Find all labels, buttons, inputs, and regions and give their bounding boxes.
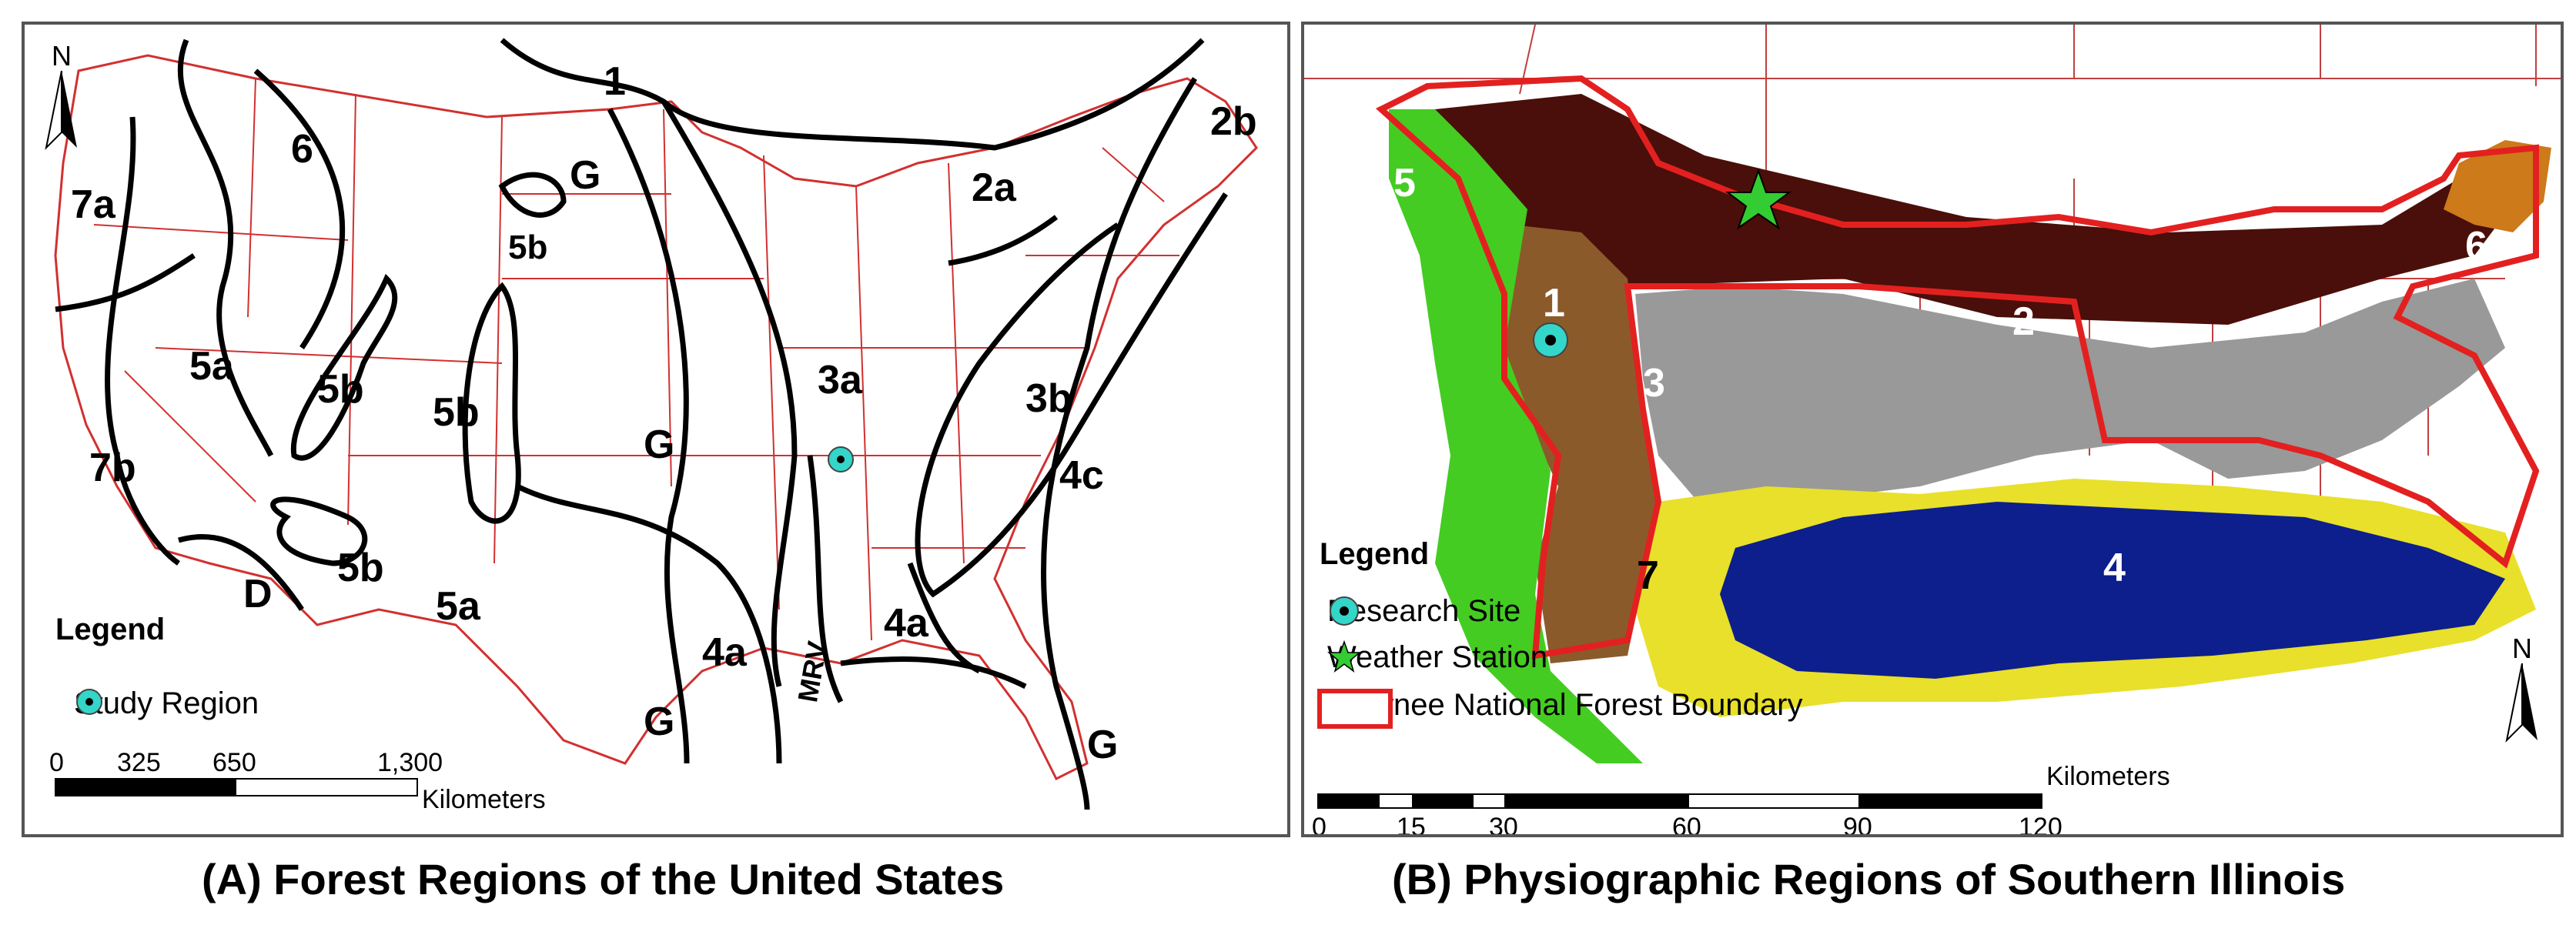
scale-tick: 325	[117, 748, 161, 777]
region-label: G	[644, 422, 675, 467]
us-outline	[54, 54, 1258, 781]
state-boundaries	[93, 78, 1179, 641]
region-label: 1	[604, 59, 626, 104]
region-label: 4c	[1059, 453, 1104, 498]
region-label: 6	[2465, 224, 2487, 269]
region-6	[2444, 140, 2551, 232]
region-label: D	[243, 572, 273, 616]
star-icon	[1327, 640, 1361, 673]
legend-item-label: Study Region	[74, 686, 259, 720]
region-2	[1435, 94, 2536, 325]
us-map-graphic	[54, 38, 1258, 810]
scale-unit: Kilometers	[422, 785, 546, 814]
caption-panel-a: (A) Forest Regions of the United States	[202, 855, 1005, 903]
legend-item-research-site: Research Site	[1327, 594, 1521, 629]
scale-tick: Kilometers	[2046, 762, 2170, 791]
region-label: 5b	[508, 229, 548, 266]
region-label: G	[1087, 723, 1119, 767]
north-arrow-icon: N	[2499, 633, 2545, 743]
region-5	[1389, 109, 1643, 763]
region-label: 2a	[972, 165, 1016, 210]
region-label: 5b	[317, 367, 364, 412]
region-label: 2b	[1210, 99, 1257, 144]
legend-title: Legend	[1320, 537, 1430, 571]
legend-item-forest-boundary: Shawnee National Forest Boundary	[1316, 688, 1803, 729]
physiographic-regions-map: 5 1 2 3 6 7 4 Legend Research Site Weath…	[1301, 22, 2564, 837]
region-label: 5a	[436, 584, 480, 629]
forest-regions-map: N 1 6 G 7a 2b 2a 5b 5a 5b 5b G 3a 3b 7b …	[22, 22, 1290, 837]
north-arrow-icon: N	[38, 40, 85, 151]
region-label: 7b	[89, 446, 136, 490]
region-label: 4	[2103, 546, 2126, 590]
scale-tick: 120	[2019, 813, 2062, 837]
region-label: 6	[291, 127, 313, 172]
study-region-marker-map	[828, 446, 854, 473]
legend-item-label: Weather Station	[1327, 640, 1548, 674]
region-label: 3a	[818, 358, 862, 402]
region-label: 4a	[884, 601, 928, 646]
illinois-map-graphic	[1304, 25, 2561, 809]
scale-tick: 15	[1397, 813, 1426, 837]
scale-tick: 90	[1843, 813, 1872, 837]
study-region-icon	[76, 689, 102, 715]
region-label: 7a	[71, 182, 115, 227]
region-label: 1	[1543, 281, 1565, 326]
legend-title: Legend	[55, 613, 166, 646]
region-label: 5	[1393, 161, 1416, 205]
region-label: 7	[1637, 553, 1659, 598]
region-label: 2	[2012, 299, 2035, 344]
region-label: 3b	[1025, 376, 1072, 421]
legend-item-weather-station: Weather Station	[1327, 640, 1547, 675]
scale-tick: 1,300	[377, 748, 443, 777]
north-label: N	[2512, 633, 2532, 664]
region-label: 5b	[337, 546, 384, 590]
research-site-icon	[1330, 596, 1359, 626]
forest-region-boundaries	[55, 38, 1228, 810]
legend-item-label: Research Site	[1327, 594, 1521, 628]
region-label: G	[570, 153, 601, 198]
scale-tick: 30	[1489, 813, 1518, 837]
scale-tick: 60	[1672, 813, 1701, 837]
region-label: G	[644, 700, 675, 744]
scale-tick: 0	[1312, 813, 1326, 837]
region-label: 4a	[702, 630, 747, 675]
scale-bar-a	[55, 778, 418, 796]
research-site-marker-map	[1533, 322, 1568, 358]
north-label: N	[52, 40, 72, 72]
forest-boundary	[1375, 75, 2540, 660]
region-label: 3	[1643, 361, 1665, 406]
region-4	[1720, 502, 2505, 679]
legend-item-study-region: Study Region	[74, 686, 259, 721]
region-label: 5b	[433, 390, 480, 435]
scale-bar-b	[1317, 793, 2042, 809]
weather-station-marker-map	[1725, 169, 1791, 230]
caption-panel-b: (B) Physiographic Regions of Southern Il…	[1392, 855, 2346, 903]
region-label: 5a	[189, 344, 234, 389]
region-3	[1635, 279, 2505, 509]
boundary-swatch-icon	[1317, 689, 1393, 729]
scale-tick: 0	[49, 748, 64, 777]
legend-item-label: Shawnee National Forest Boundary	[1316, 688, 1803, 722]
scale-tick: 650	[212, 748, 256, 777]
